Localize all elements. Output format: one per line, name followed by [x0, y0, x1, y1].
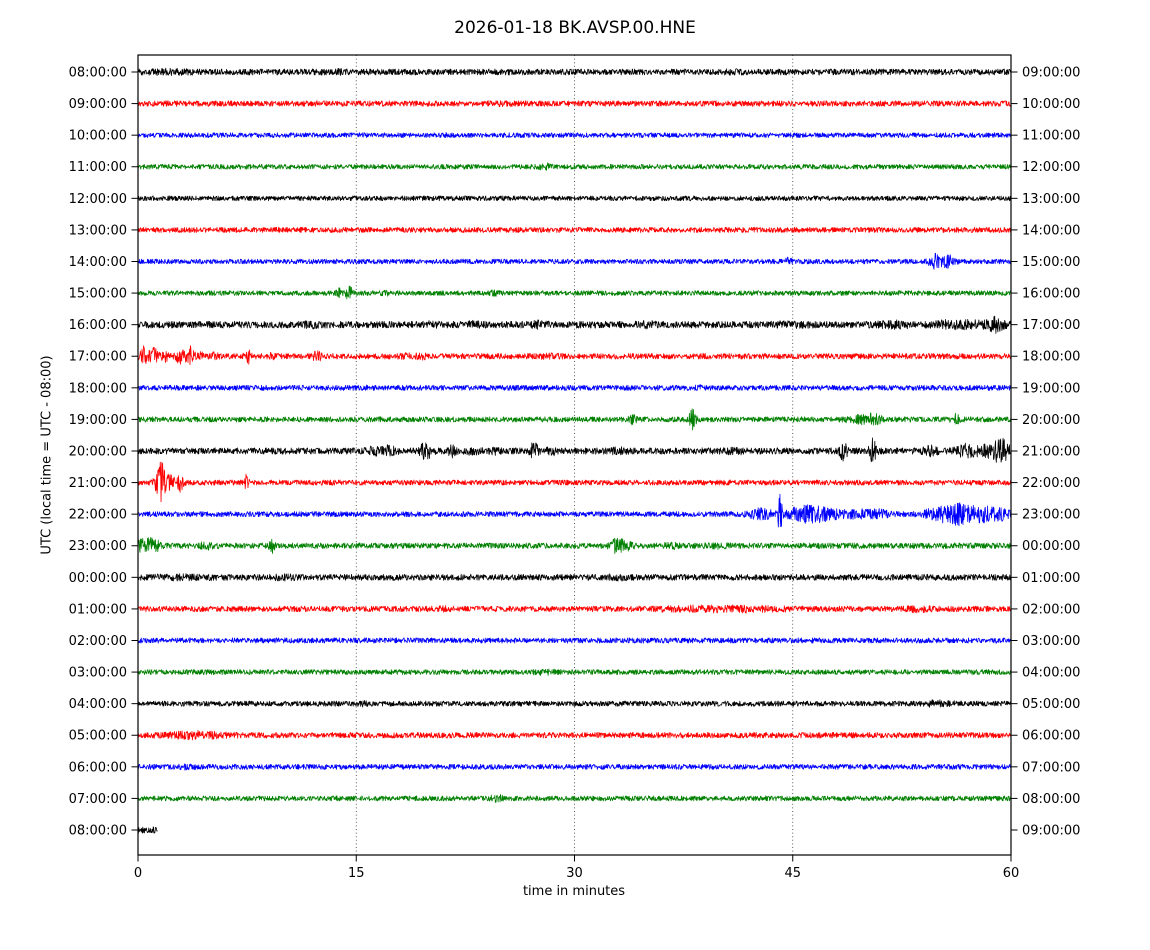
left-axis-tick-label: 08:00:00 — [69, 823, 127, 838]
right-axis-tick-label: 13:00:00 — [1022, 192, 1080, 207]
right-axis-tick-label: 03:00:00 — [1022, 634, 1080, 649]
right-axis-tick-label: 10:00:00 — [1022, 97, 1080, 112]
left-axis-tick-label: 15:00:00 — [69, 287, 127, 302]
right-axis-tick-label: 09:00:00 — [1022, 823, 1080, 838]
trace-row-06:00:00 — [137, 763, 1012, 771]
left-axis-tick-label: 10:00:00 — [69, 129, 127, 144]
x-tick-label: 45 — [784, 866, 801, 881]
right-axis-tick-label: 19:00:00 — [1022, 381, 1080, 396]
trace-row-09:00:00 — [137, 100, 1012, 108]
right-axis-tick-label: 00:00:00 — [1022, 539, 1080, 554]
right-axis-tick-label: 05:00:00 — [1022, 697, 1080, 712]
trace-row-04:00:00 — [137, 699, 1012, 708]
right-axis-tick-label: 14:00:00 — [1022, 223, 1080, 238]
left-axis-tick-label: 03:00:00 — [69, 666, 127, 681]
left-axis-tick-label: 23:00:00 — [69, 539, 127, 554]
left-axis-tick-label: 11:00:00 — [69, 160, 127, 175]
trace-row-08:00:00 — [137, 826, 158, 834]
right-axis-tick-label: 02:00:00 — [1022, 602, 1080, 617]
trace-row-23:00:00 — [137, 537, 1012, 554]
left-axis-tick-label: 20:00:00 — [69, 444, 127, 459]
trace-row-18:00:00 — [137, 384, 1012, 392]
trace-row-22:00:00 — [137, 493, 1012, 528]
right-axis-tick-label: 12:00:00 — [1022, 160, 1080, 175]
right-axis-tick-label: 22:00:00 — [1022, 476, 1080, 491]
right-axis-tick-label: 08:00:00 — [1022, 792, 1080, 807]
left-axis-tick-label: 07:00:00 — [69, 792, 127, 807]
trace-row-14:00:00 — [137, 252, 1012, 270]
left-axis-tick-label: 18:00:00 — [69, 381, 127, 396]
left-axis-tick-label: 21:00:00 — [69, 476, 127, 491]
x-tick-label: 30 — [566, 866, 583, 881]
trace-row-16:00:00 — [137, 315, 1012, 334]
trace-row-10:00:00 — [137, 132, 1012, 139]
left-axis-tick-label: 19:00:00 — [69, 413, 127, 428]
left-axis-tick-label: 17:00:00 — [69, 350, 127, 365]
trace-row-17:00:00 — [137, 345, 1012, 366]
trace-row-13:00:00 — [137, 226, 1012, 233]
trace-row-15:00:00 — [137, 285, 1012, 300]
right-axis-tick-label: 09:00:00 — [1022, 66, 1080, 81]
trace-row-02:00:00 — [137, 637, 1012, 644]
left-axis-tick-label: 06:00:00 — [69, 760, 127, 775]
chart-title: 2026-01-18 BK.AVSP.00.HNE — [454, 18, 696, 38]
trace-row-00:00:00 — [137, 573, 1012, 582]
right-axis-tick-label: 17:00:00 — [1022, 318, 1080, 333]
left-axis-tick-label: 05:00:00 — [69, 729, 127, 744]
left-axis-tick-label: 02:00:00 — [69, 634, 127, 649]
left-axis-tick-label: 14:00:00 — [69, 255, 127, 270]
trace-row-08:00:00 — [137, 67, 1012, 76]
trace-row-11:00:00 — [137, 162, 1012, 171]
left-axis-tick-label: 12:00:00 — [69, 192, 127, 207]
x-axis-label: time in minutes — [522, 884, 626, 899]
right-axis-tick-label: 06:00:00 — [1022, 729, 1080, 744]
right-axis-tick-label: 23:00:00 — [1022, 508, 1080, 523]
x-tick-label: 60 — [1003, 866, 1020, 881]
trace-row-21:00:00 — [137, 461, 1012, 503]
left-axis-tick-label: 13:00:00 — [69, 223, 127, 238]
right-axis-tick-label: 07:00:00 — [1022, 760, 1080, 775]
right-axis-tick-label: 15:00:00 — [1022, 255, 1080, 270]
left-axis-tick-label: 04:00:00 — [69, 697, 127, 712]
trace-row-07:00:00 — [137, 794, 1012, 803]
trace-row-19:00:00 — [137, 408, 1012, 431]
left-axis-tick-label: 16:00:00 — [69, 318, 127, 333]
right-axis-tick-label: 16:00:00 — [1022, 287, 1080, 302]
left-axis-tick-label: 09:00:00 — [69, 97, 127, 112]
trace-row-05:00:00 — [137, 730, 1012, 741]
plot-frame — [137, 54, 1012, 856]
left-axis-tick-label: 08:00:00 — [69, 66, 127, 81]
left-axis-tick-label: 22:00:00 — [69, 508, 127, 523]
x-tick-label: 15 — [348, 866, 365, 881]
left-axis-tick-label: 00:00:00 — [69, 571, 127, 586]
x-tick-label: 0 — [134, 866, 142, 881]
right-axis-tick-label: 20:00:00 — [1022, 413, 1080, 428]
right-axis-tick-label: 01:00:00 — [1022, 571, 1080, 586]
right-axis-tick-label: 11:00:00 — [1022, 129, 1080, 144]
trace-row-12:00:00 — [137, 195, 1012, 202]
right-axis-tick-label: 18:00:00 — [1022, 350, 1080, 365]
right-axis-tick-label: 21:00:00 — [1022, 444, 1080, 459]
trace-row-03:00:00 — [137, 668, 1012, 676]
trace-row-01:00:00 — [137, 604, 1012, 614]
right-axis-tick-label: 04:00:00 — [1022, 666, 1080, 681]
trace-row-20:00:00 — [137, 437, 1012, 463]
left-axis-tick-label: 01:00:00 — [69, 602, 127, 617]
